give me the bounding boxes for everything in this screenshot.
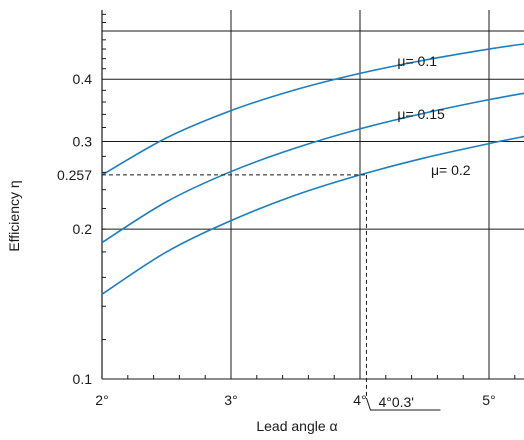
annotation-layer: [102, 174, 441, 411]
annotation-leader: [365, 397, 441, 411]
series-label-1: μ= 0.1: [397, 53, 437, 69]
x-tick-label: 5°: [482, 392, 495, 408]
x-tick-label: 2°: [95, 392, 108, 408]
y-tick-label: 0.257: [57, 167, 92, 183]
y-tick-label: 0.1: [73, 371, 93, 387]
series-line-2: [101, 92, 524, 244]
x-axis-title: Lead angle α: [256, 418, 337, 434]
y-tick-label: 0.4: [73, 71, 93, 87]
y-tick-label: 0.3: [73, 133, 93, 149]
tick-layer: [102, 13, 516, 379]
series-label-3: μ= 0.2: [431, 162, 471, 178]
x-tick-label: 4°: [353, 392, 366, 408]
series-line-3: [101, 135, 524, 295]
y-axis-title: Efficiency η: [6, 180, 22, 251]
x-tick-label: 3°: [224, 392, 237, 408]
curve-layer: [101, 43, 524, 295]
y-tick-label: 0.2: [73, 221, 93, 237]
label-layer: 0.1 0.2 0.257 0.3 0.4 2° 3° 4° 5° μ= 0.1 μ= 0.15 μ=…: [57, 53, 496, 410]
grid-layer: [101, 10, 524, 380]
series-label-2: μ= 0.15: [397, 106, 445, 122]
series-line-1: [101, 43, 524, 176]
annotation-label: 4°0.3': [378, 394, 414, 410]
